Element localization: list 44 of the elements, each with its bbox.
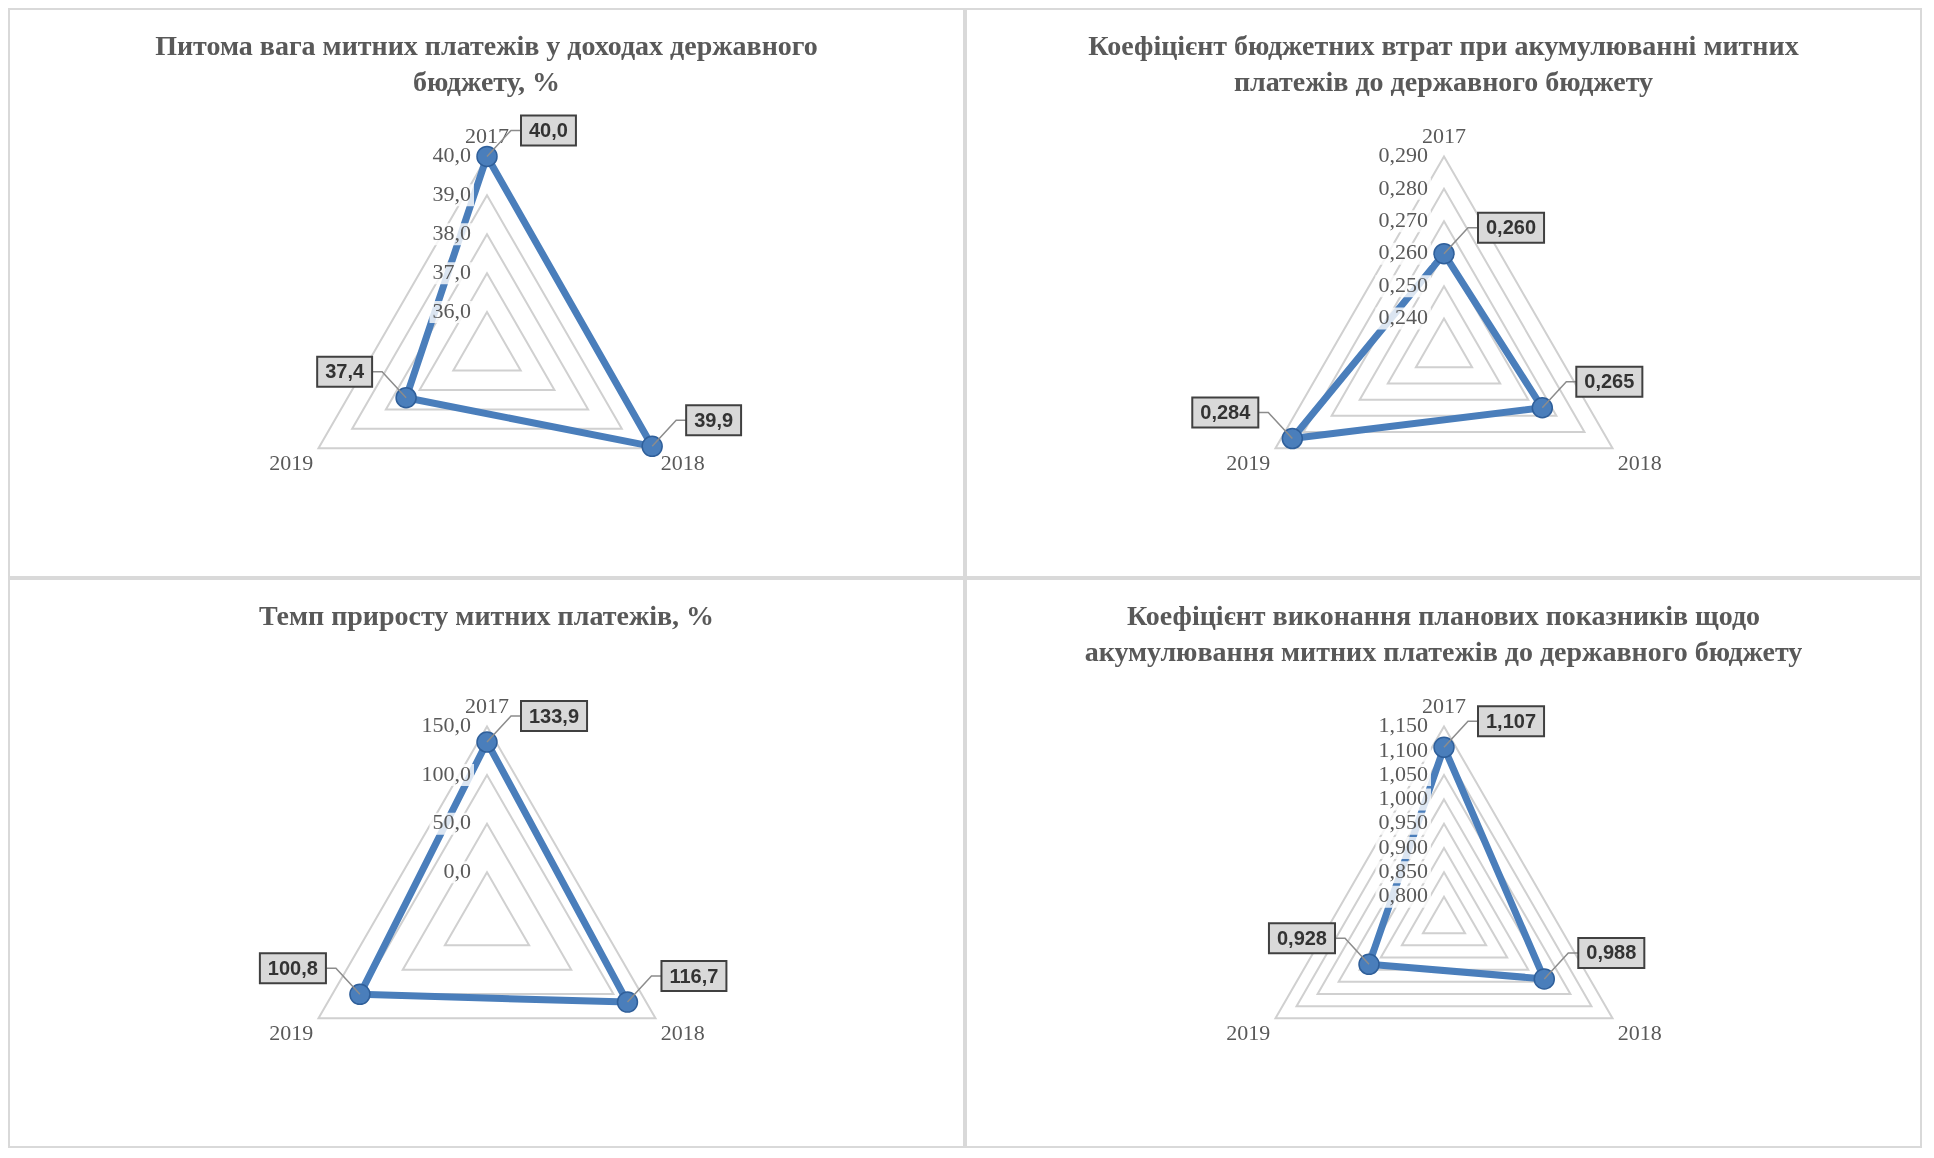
y-tick-label: 0,280: [1378, 174, 1428, 200]
data-label: 133,9: [528, 704, 579, 727]
y-tick-label: 0,270: [1378, 207, 1428, 233]
data-label: 0,265: [1583, 370, 1634, 393]
y-tick-label: 50,0: [432, 809, 471, 835]
chart-title: Питома вага митних платежів у доходах державного бюджету, %: [154, 29, 819, 99]
spoke-label: 2019: [1225, 450, 1270, 476]
chart-title: Коефіцієнт виконання планових показників щодо акумулювання митних платежів до державного бюджету: [1083, 599, 1804, 669]
data-label: 0,284: [1199, 401, 1251, 424]
data-label: 0,928: [1276, 926, 1327, 949]
y-tick-label: 1,050: [1378, 760, 1428, 786]
data-label: 100,8: [267, 956, 318, 979]
data-label: 116,7: [668, 964, 718, 987]
data-label: 1,107: [1485, 709, 1536, 732]
y-tick-label: 40,0: [432, 142, 471, 168]
y-tick-label: 37,0: [432, 258, 471, 284]
data-label: 40,0: [528, 118, 568, 141]
spoke-label: 2018: [1617, 450, 1662, 476]
spoke-label: 2018: [1617, 1020, 1662, 1046]
y-tick-label: 0,850: [1378, 858, 1428, 884]
y-tick-label: 0,260: [1378, 239, 1428, 265]
y-tick-label: 0,240: [1378, 304, 1428, 330]
y-tick-label: 1,100: [1378, 736, 1428, 762]
y-tick-label: 0,800: [1378, 882, 1428, 908]
y-tick-label: 0,0: [443, 858, 471, 884]
spoke-label: 2018: [660, 450, 705, 476]
spoke-label: 2019: [268, 1020, 313, 1046]
chart-title: Темп приросту митних платежів, %: [257, 599, 716, 633]
y-tick-label: 36,0: [432, 297, 471, 323]
y-tick-label: 0,250: [1378, 271, 1428, 297]
y-tick-label: 38,0: [432, 220, 471, 246]
y-tick-label: 1,000: [1378, 785, 1428, 811]
y-tick-label: 39,0: [432, 181, 471, 207]
chart-title: Коефіцієнт бюджетних втрат при акумулюванні митних платежів до державного бюджету: [1087, 29, 1800, 99]
data-label: 0,988: [1585, 941, 1636, 964]
data-label: 0,260: [1485, 216, 1536, 239]
spoke-label: 2019: [268, 450, 313, 476]
spoke-label: 2019: [1225, 1020, 1270, 1046]
data-label: 39,9: [693, 408, 733, 431]
y-tick-label: 100,0: [421, 760, 471, 786]
y-tick-label: 0,950: [1378, 809, 1428, 835]
spoke-label: 2018: [660, 1020, 705, 1046]
y-tick-label: 0,900: [1378, 833, 1428, 859]
data-label: 37,4: [324, 360, 365, 383]
